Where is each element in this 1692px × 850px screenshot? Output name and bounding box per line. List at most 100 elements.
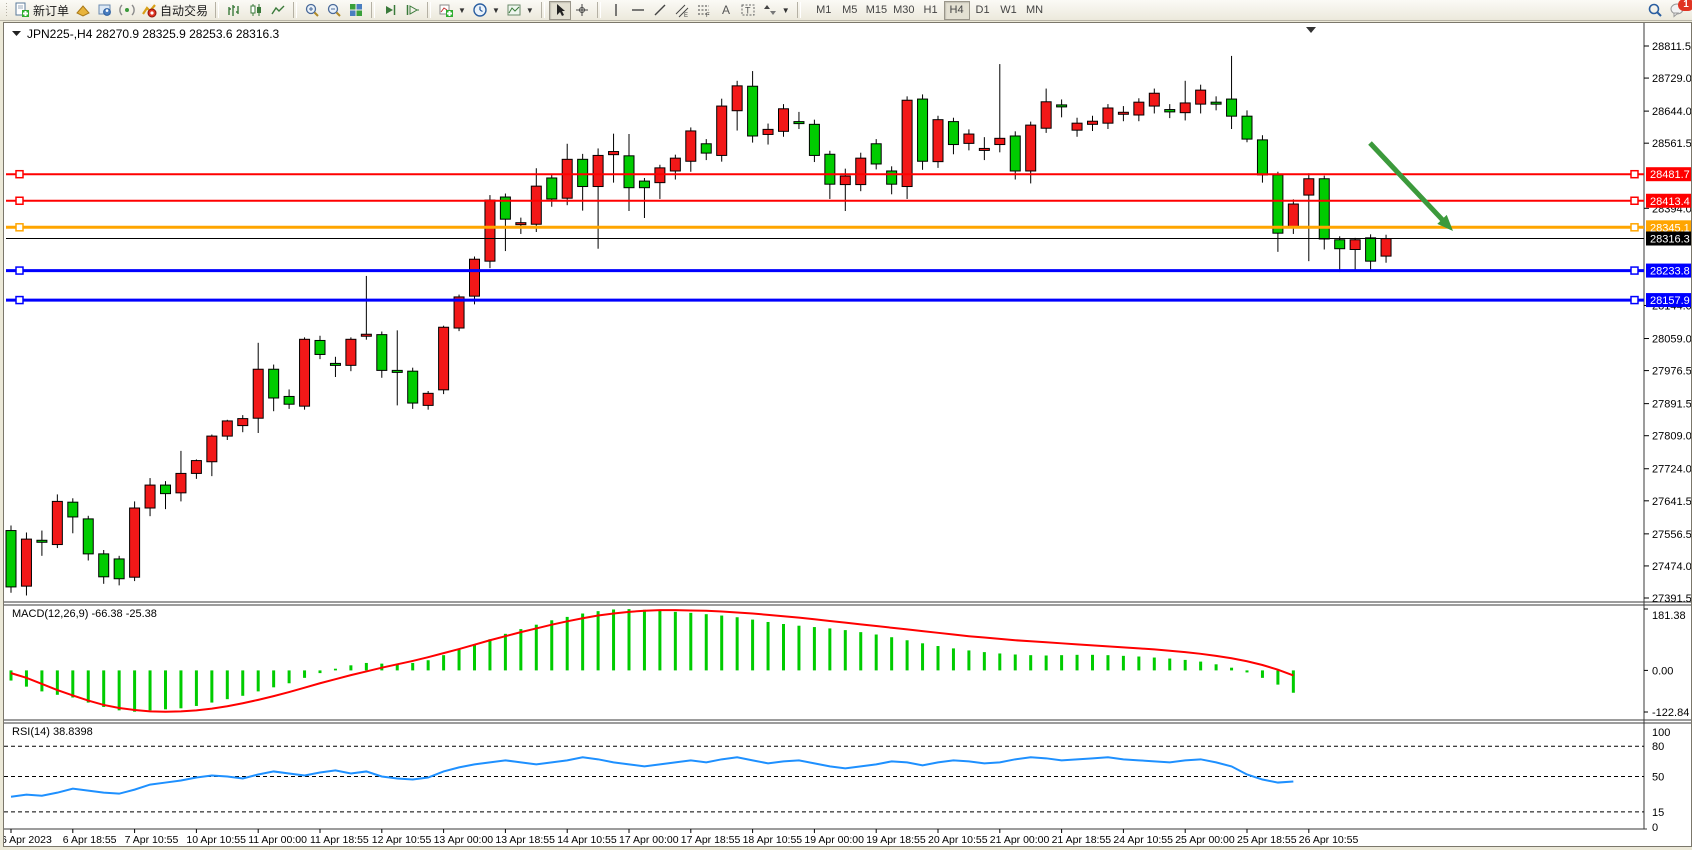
svg-text:28811.5: 28811.5 (1652, 41, 1691, 53)
autotrade-label: 自动交易 (160, 3, 209, 18)
svg-text:0: 0 (1652, 822, 1658, 834)
candlestick-button[interactable] (245, 1, 267, 20)
svg-text:RSI(14) 38.8398: RSI(14) 38.8398 (12, 726, 93, 738)
svg-text:E: E (684, 13, 688, 18)
text-button[interactable]: A (715, 1, 737, 20)
horizontal-line-icon (630, 2, 646, 18)
svg-text:28059.0: 28059.0 (1652, 334, 1691, 346)
market-watch-button[interactable] (72, 1, 94, 20)
svg-text:11 Apr 18:55: 11 Apr 18:55 (310, 834, 369, 846)
fibonacci-button[interactable]: F (693, 1, 715, 20)
text-icon: A (718, 2, 734, 18)
svg-text:27809.0: 27809.0 (1652, 431, 1691, 443)
svg-text:17 Apr 18:55: 17 Apr 18:55 (681, 834, 741, 846)
autotrade-icon (141, 2, 157, 18)
zoom-out-button[interactable] (323, 1, 345, 20)
dropdown-caret-icon: ▼ (781, 5, 790, 15)
svg-text:25 Apr 00:00: 25 Apr 00:00 (1175, 834, 1235, 846)
svg-text:28481.7: 28481.7 (1650, 169, 1690, 181)
autotrade-button[interactable]: 自动交易 (138, 1, 211, 20)
svg-text:17 Apr 00:00: 17 Apr 00:00 (619, 834, 679, 846)
svg-text:28729.0: 28729.0 (1652, 73, 1691, 85)
new-order-button[interactable]: 新订单 (11, 1, 72, 20)
svg-text:28561.5: 28561.5 (1652, 138, 1691, 150)
svg-text:27391.5: 27391.5 (1652, 593, 1691, 605)
tile-windows-button[interactable] (345, 1, 367, 20)
svg-text:27474.0: 27474.0 (1652, 561, 1691, 573)
horizontal-line-button[interactable] (627, 1, 649, 20)
svg-text:28644.0: 28644.0 (1652, 106, 1691, 118)
timeframe-group: M1 M5 M15 M30 H1 H4 D1 W1 MN (811, 0, 1048, 20)
crosshair-button[interactable] (571, 1, 593, 20)
indicators-button[interactable]: ▼ (435, 1, 469, 20)
svg-text:JPN225-,H4 28270.9 28325.9 28: JPN225-,H4 28270.9 28325.9 28253.6 28316… (27, 27, 280, 41)
svg-text:MACD(12,26,9) -66.38 -25.38: MACD(12,26,9) -66.38 -25.38 (12, 608, 157, 620)
timeframe-m15-button[interactable]: M15 (863, 1, 890, 20)
timeframe-m30-button[interactable]: M30 (890, 1, 917, 20)
toolbar-grip[interactable] (5, 2, 8, 18)
zoom-out-icon (326, 2, 342, 18)
chart-canvas[interactable]: 28811.528729.028644.028561.528394.028144… (4, 23, 1691, 846)
separator (371, 2, 376, 18)
chart-shift-button[interactable] (401, 1, 423, 20)
arrows-button[interactable]: ▼ (759, 1, 793, 20)
svg-text:7 Apr 10:55: 7 Apr 10:55 (125, 834, 179, 846)
profiles-icon (97, 2, 113, 18)
svg-text:28316.3: 28316.3 (1650, 234, 1690, 246)
auto-scroll-button[interactable] (379, 1, 401, 20)
svg-text:19 Apr 18:55: 19 Apr 18:55 (866, 834, 926, 846)
timeframe-mn-button[interactable]: MN (1022, 1, 1048, 20)
notification-badge: 1 (1678, 0, 1692, 11)
svg-text:13 Apr 00:00: 13 Apr 00:00 (434, 834, 494, 846)
svg-text:27556.5: 27556.5 (1652, 529, 1691, 541)
svg-text:-122.84: -122.84 (1652, 707, 1689, 719)
timeframe-w1-button[interactable]: W1 (996, 1, 1022, 20)
timeframe-h4-button[interactable]: H4 (943, 0, 970, 20)
svg-text:6 Apr 18:55: 6 Apr 18:55 (63, 834, 117, 846)
profiles-button[interactable] (94, 1, 116, 20)
dropdown-caret-icon: ▼ (525, 5, 534, 15)
vertical-line-button[interactable] (605, 1, 627, 20)
text-label-button[interactable]: T (737, 1, 759, 20)
svg-text:21 Apr 00:00: 21 Apr 00:00 (990, 834, 1050, 846)
fibonacci-icon: F (696, 2, 712, 18)
timeframe-d1-button[interactable]: D1 (970, 1, 996, 20)
bar-chart-icon (226, 2, 242, 18)
svg-text:T: T (745, 6, 751, 16)
cursor-button[interactable] (548, 0, 571, 20)
templates-button[interactable]: ▼ (503, 1, 537, 20)
svg-text:14 Apr 10:55: 14 Apr 10:55 (557, 834, 617, 846)
timeframe-m5-button[interactable]: M5 (837, 1, 863, 20)
svg-text:11 Apr 00:00: 11 Apr 00:00 (248, 834, 307, 846)
periods-button[interactable]: ▼ (469, 1, 503, 20)
zoom-in-button[interactable] (301, 1, 323, 20)
svg-text:181.38: 181.38 (1652, 610, 1686, 622)
channel-button[interactable]: E (671, 1, 693, 20)
svg-text:21 Apr 18:55: 21 Apr 18:55 (1052, 834, 1112, 846)
svg-text:27891.5: 27891.5 (1652, 399, 1691, 411)
cursor-icon (552, 2, 568, 18)
separator (796, 2, 801, 18)
svg-text:25 Apr 18:55: 25 Apr 18:55 (1237, 834, 1297, 846)
chart-shift-icon (404, 2, 420, 18)
svg-text:6 Apr 2023: 6 Apr 2023 (4, 834, 52, 846)
svg-text:50: 50 (1652, 772, 1664, 784)
candlestick-icon (248, 2, 264, 18)
channel-icon: E (674, 2, 690, 18)
timeframe-m1-button[interactable]: M1 (811, 1, 837, 20)
svg-text:F: F (706, 13, 710, 18)
bar-chart-button[interactable] (223, 1, 245, 20)
signal-button[interactable] (116, 1, 138, 20)
svg-text:28233.8: 28233.8 (1650, 266, 1690, 278)
search-button[interactable] (1644, 1, 1666, 20)
text-label-icon: T (740, 2, 756, 18)
line-chart-button[interactable] (267, 1, 289, 20)
timeframe-h1-button[interactable]: H1 (918, 1, 944, 20)
dropdown-caret-icon: ▼ (458, 5, 466, 15)
separator (540, 2, 545, 18)
trendline-button[interactable] (649, 1, 671, 20)
indicators-icon (438, 2, 454, 18)
separator (215, 2, 220, 18)
trendline-icon (652, 2, 668, 18)
svg-text:80: 80 (1652, 741, 1664, 753)
